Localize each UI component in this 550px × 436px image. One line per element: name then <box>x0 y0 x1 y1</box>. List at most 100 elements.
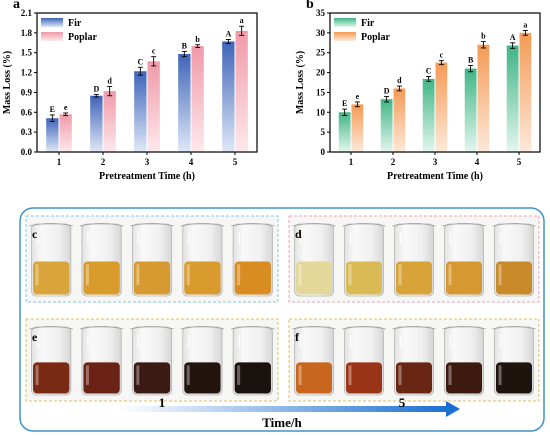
significance-letter: B <box>182 41 188 50</box>
x-axis-label: Pretreatment Time (h) <box>99 171 195 182</box>
beaker-liquid <box>133 261 171 295</box>
bar-fir-5 <box>222 41 235 152</box>
beaker-liquid <box>296 261 332 295</box>
beaker <box>231 326 275 396</box>
bar-fir-1 <box>46 118 59 152</box>
x-tick-label: 4 <box>189 157 194 167</box>
bar-poplar-2 <box>103 91 116 152</box>
beaker <box>130 326 174 396</box>
liquid-highlight <box>35 264 39 286</box>
significance-letter: b <box>195 35 200 44</box>
liquid-highlight <box>348 264 352 286</box>
bar-fir-2 <box>380 99 393 152</box>
bar-poplar-4 <box>477 44 490 153</box>
beaker-liquid <box>83 261 120 295</box>
x-tick-label: 1 <box>349 157 354 167</box>
bar-poplar-1 <box>351 104 364 152</box>
beaker <box>492 326 536 396</box>
beaker <box>342 223 386 297</box>
y-tick-label: 0.3 <box>21 127 33 137</box>
beaker <box>292 223 336 297</box>
y-tick-label: 2.1 <box>21 8 33 18</box>
beaker-rim <box>130 326 174 330</box>
beaker-liquid <box>133 362 171 394</box>
chart-b: b 0 5 10 15 20 25 30 35 1 Ee 2 Dd 3 Cc 4 Bb 5 Aa Fir Poplar P… <box>295 0 541 182</box>
bar-poplar-5 <box>235 30 248 152</box>
liquid-highlight <box>85 365 89 385</box>
y-tick-label: 0.9 <box>21 87 33 97</box>
significance-letter: b <box>481 32 486 41</box>
bar-poplar-2 <box>393 88 406 152</box>
significance-letter: C <box>137 57 143 66</box>
x-axis-label: Pretreatment Time (h) <box>387 171 483 182</box>
liquid-highlight <box>237 264 241 286</box>
significance-letter: d <box>397 76 402 85</box>
beaker-rim <box>130 223 174 227</box>
liquid-highlight <box>186 264 190 286</box>
beaker-rim <box>342 326 386 330</box>
beaker-liquid <box>346 261 382 295</box>
beaker-rim <box>231 223 275 227</box>
beaker-liquid <box>296 362 332 394</box>
beaker <box>292 326 336 396</box>
y-tick-label: 25 <box>316 48 326 58</box>
x-tick-label: 5 <box>517 157 522 167</box>
beaker <box>180 326 225 396</box>
significance-letter: D <box>93 84 99 93</box>
legend-swatch-poplar <box>334 32 356 41</box>
bar-poplar-3 <box>435 62 448 153</box>
beaker <box>79 326 124 396</box>
beaker <box>492 223 536 297</box>
liquid-highlight <box>448 365 452 385</box>
y-tick-label: 0 <box>321 147 326 157</box>
beaker <box>442 326 486 396</box>
bar-fir-3 <box>134 71 147 152</box>
liquid-highlight <box>85 264 89 286</box>
photo-subpanel-d: d <box>288 215 540 303</box>
beaker-rim <box>231 326 275 330</box>
significance-letter: c <box>152 47 156 56</box>
plot-frame <box>36 12 258 153</box>
y-tick-label: 1.8 <box>21 28 33 38</box>
bar-fir-3 <box>422 78 435 152</box>
liquid-highlight <box>498 365 502 385</box>
time-start-label: 1 <box>159 395 166 410</box>
beaker <box>180 223 225 297</box>
beaker-rim <box>79 326 124 330</box>
chart-a: a 0.0 0.3 0.6 0.9 1.2 1.5 1.8 2.1 1 E e 2 Dd 3 Cc 4 Bb 5 Aa… <box>2 0 258 182</box>
liquid-highlight <box>498 264 502 286</box>
beaker-liquid <box>234 362 271 394</box>
legend-label-fir: Fir <box>68 18 82 29</box>
panel-label-d: d <box>295 227 302 241</box>
beaker-liquid <box>33 261 70 295</box>
liquid-highlight <box>136 264 140 286</box>
liquid-highlight <box>186 365 190 385</box>
y-tick-label: 10 <box>316 107 326 117</box>
beaker <box>392 223 436 297</box>
x-tick-label: 5 <box>233 157 238 167</box>
liquid-highlight <box>35 365 39 385</box>
x-tick-label: 2 <box>391 157 396 167</box>
significance-letter: e <box>356 92 360 101</box>
significance-letter: E <box>50 105 55 114</box>
y-tick-label: 0.6 <box>21 107 33 117</box>
photo-subpanel-e: e <box>25 318 279 402</box>
time-axis-title: Time/h <box>262 415 302 430</box>
significance-letter: B <box>468 55 474 64</box>
bar-fir-5 <box>506 45 519 152</box>
liquid-highlight <box>298 365 302 385</box>
beaker <box>231 223 275 297</box>
bar-fir-4 <box>464 68 477 152</box>
beaker <box>442 223 486 297</box>
y-axis-label: Mass Loss (%) <box>2 51 13 114</box>
x-tick-label: 3 <box>145 157 150 167</box>
y-axis-label: Mass Loss (%) <box>295 51 306 114</box>
beaker-rim <box>79 223 124 227</box>
beaker-rim <box>292 223 336 227</box>
beaker <box>29 326 73 396</box>
significance-letter: c <box>440 51 444 60</box>
legend-label-poplar: Poplar <box>361 32 390 43</box>
beaker-liquid <box>446 261 482 295</box>
significance-letter: a <box>240 16 244 25</box>
beaker-photo-panel: c d e f 1 5 Time/h <box>19 207 545 432</box>
